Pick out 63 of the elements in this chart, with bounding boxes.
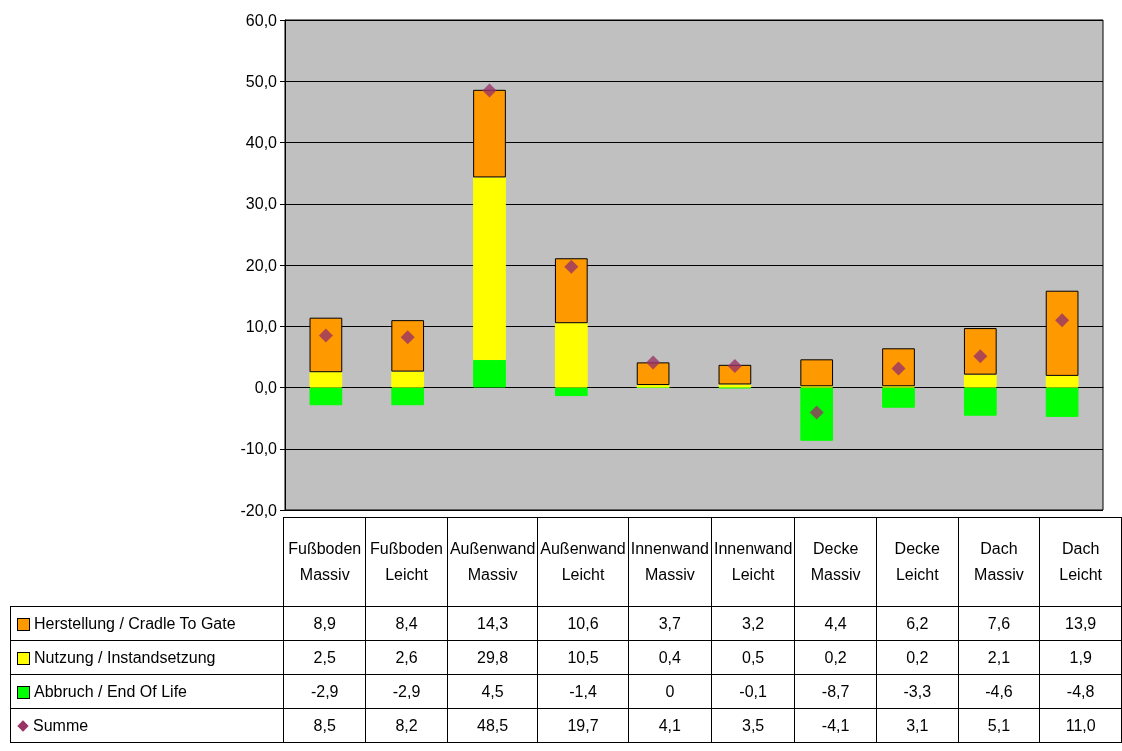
data-label: 0,2 bbox=[794, 640, 877, 675]
data-label: -0,1 bbox=[711, 674, 795, 709]
data-label: 1,9 bbox=[1039, 640, 1122, 675]
data-label: 4,1 bbox=[628, 708, 712, 743]
y-tick-label: -20,0 bbox=[240, 501, 278, 519]
y-tick-label: 30,0 bbox=[245, 195, 278, 213]
x-tick-label: Dach Leicht bbox=[1039, 517, 1122, 607]
y-tick-label: 10,0 bbox=[245, 317, 278, 335]
data-label: 3,7 bbox=[628, 606, 712, 641]
x-tick-label: Decke Leicht bbox=[876, 517, 959, 607]
data-label: 11,0 bbox=[1039, 708, 1122, 743]
data-label: 48,5 bbox=[447, 708, 538, 743]
data-label: 19,7 bbox=[537, 708, 629, 743]
data-label: 10,6 bbox=[537, 606, 629, 641]
data-label: 2,6 bbox=[365, 640, 448, 675]
data-label: 0,2 bbox=[876, 640, 959, 675]
data-label: -2,9 bbox=[283, 674, 366, 709]
data-label: 2,1 bbox=[958, 640, 1040, 675]
data-label: -4,6 bbox=[958, 674, 1040, 709]
data-label: 10,5 bbox=[537, 640, 629, 675]
data-label: -3,3 bbox=[876, 674, 959, 709]
x-tick-label: Außenwand Massiv bbox=[447, 517, 538, 607]
data-label: 0 bbox=[628, 674, 712, 709]
y-tick-label: -10,0 bbox=[240, 440, 278, 458]
data-label: 2,5 bbox=[283, 640, 366, 675]
data-label: 3,1 bbox=[876, 708, 959, 743]
data-label: 6,2 bbox=[876, 606, 959, 641]
x-tick-label: Innenwand Massiv bbox=[628, 517, 712, 607]
data-label: 3,2 bbox=[711, 606, 795, 641]
data-label: 8,4 bbox=[365, 606, 448, 641]
data-label: 13,9 bbox=[1039, 606, 1122, 641]
x-tick-label: Dach Massiv bbox=[958, 517, 1040, 607]
legend-label: Abbruch / End Of Life bbox=[10, 674, 284, 709]
legend-label: Nutzung / Instandsetzung bbox=[10, 640, 284, 675]
data-label: -8,7 bbox=[794, 674, 877, 709]
x-tick-label: Decke Massiv bbox=[794, 517, 877, 607]
x-tick-label: Fußboden Massiv bbox=[283, 517, 366, 607]
legend-label: Herstellung / Cradle To Gate bbox=[10, 606, 284, 641]
data-label: 4,5 bbox=[447, 674, 538, 709]
data-label: 14,3 bbox=[447, 606, 538, 641]
data-label: 3,5 bbox=[711, 708, 795, 743]
y-tick-label: 60,0 bbox=[245, 11, 278, 29]
data-label: -4,1 bbox=[794, 708, 877, 743]
y-tick-label: 0,0 bbox=[254, 379, 278, 396]
data-label: 7,6 bbox=[958, 606, 1040, 641]
y-tick-label: 20,0 bbox=[245, 256, 278, 274]
data-label: 8,2 bbox=[365, 708, 448, 743]
data-label: 0,4 bbox=[628, 640, 712, 675]
legend-label: Summe bbox=[10, 708, 284, 743]
x-tick-label: Außenwand Leicht bbox=[537, 517, 629, 607]
data-label: 4,4 bbox=[794, 606, 877, 641]
data-label: 0,5 bbox=[711, 640, 795, 675]
y-tick-label: 50,0 bbox=[245, 72, 278, 90]
data-label: 5,1 bbox=[958, 708, 1040, 743]
data-label: -4,8 bbox=[1039, 674, 1122, 709]
data-label: 8,9 bbox=[283, 606, 366, 641]
data-label: 29,8 bbox=[447, 640, 538, 675]
data-label: -2,9 bbox=[365, 674, 448, 709]
x-tick-label: Innenwand Leicht bbox=[711, 517, 795, 607]
data-label: -1,4 bbox=[537, 674, 629, 709]
x-tick-label: Fußboden Leicht bbox=[365, 517, 448, 607]
data-label: 8,5 bbox=[283, 708, 366, 743]
y-tick-label: 40,0 bbox=[245, 134, 278, 151]
